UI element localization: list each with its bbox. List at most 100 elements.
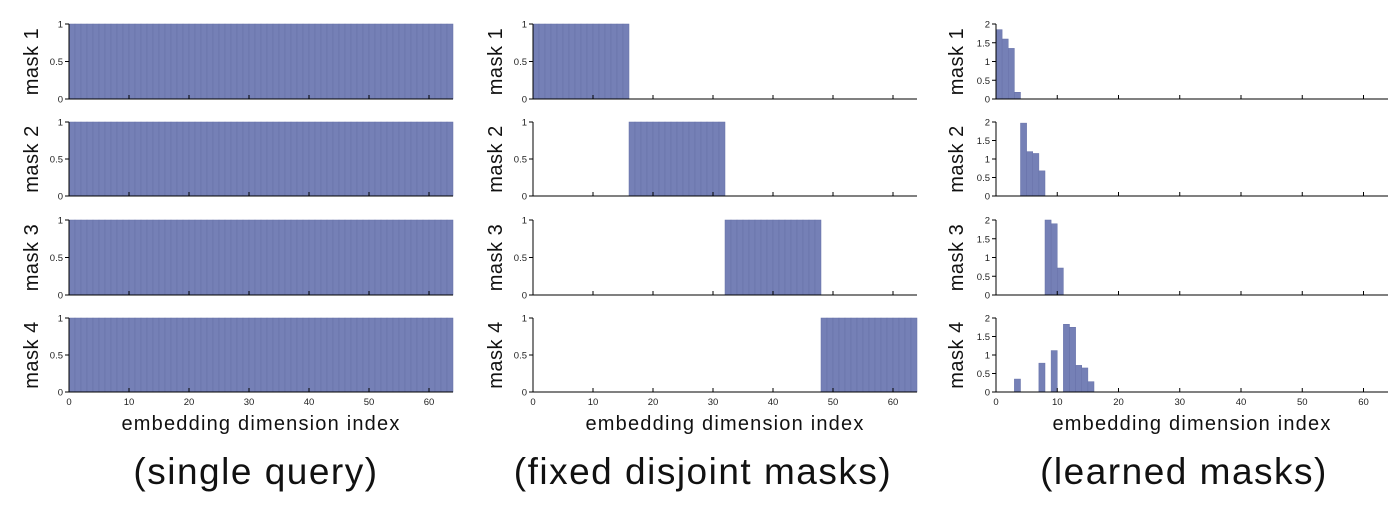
bar xyxy=(1008,48,1015,100)
y-tick-label: 0 xyxy=(58,291,63,302)
bar xyxy=(152,317,160,393)
bar xyxy=(170,219,178,296)
bar xyxy=(892,317,900,393)
y-axis-label: mask 2 xyxy=(21,125,43,192)
x-tick-label: 50 xyxy=(828,397,839,408)
bar xyxy=(248,219,256,296)
bar xyxy=(784,219,792,296)
bar xyxy=(622,23,630,100)
bar xyxy=(440,219,448,296)
x-tick-label: 0 xyxy=(993,397,998,408)
y-tick-label: 0 xyxy=(522,291,527,302)
bar xyxy=(176,317,184,393)
bar xyxy=(320,317,328,393)
bar xyxy=(296,219,304,296)
bar xyxy=(86,23,94,100)
bar xyxy=(326,219,334,296)
bar xyxy=(254,219,262,296)
bar xyxy=(368,23,376,100)
y-tick-label: 1 xyxy=(985,155,990,166)
bar xyxy=(110,23,118,100)
bar xyxy=(422,23,430,100)
bar xyxy=(434,121,442,197)
bar xyxy=(580,23,588,100)
bar xyxy=(730,219,738,296)
bar xyxy=(284,317,292,393)
bar xyxy=(350,121,358,197)
bar xyxy=(158,317,166,393)
bar xyxy=(74,23,82,100)
y-tick-label: 0 xyxy=(58,192,63,203)
y-tick-label: 0 xyxy=(985,291,990,302)
bar xyxy=(610,23,618,100)
bar xyxy=(134,317,142,393)
bar xyxy=(104,317,112,393)
y-tick-label: 1 xyxy=(58,20,63,31)
bar xyxy=(272,317,280,393)
bar xyxy=(110,219,118,296)
bar xyxy=(428,23,436,100)
bar xyxy=(254,317,262,393)
subplot-3-3: 0 0.5 1 1.5 2 mask 3 xyxy=(946,216,1388,302)
bar xyxy=(568,23,576,100)
bar xyxy=(104,23,112,100)
bar xyxy=(362,219,370,296)
bar xyxy=(320,121,328,197)
bar xyxy=(1038,170,1046,197)
bar xyxy=(374,23,382,100)
x-tick-label: 20 xyxy=(1113,397,1124,408)
bar xyxy=(338,219,346,296)
bar xyxy=(380,219,388,296)
bar xyxy=(862,317,870,393)
bar xyxy=(1087,381,1095,393)
bar xyxy=(296,317,304,393)
y-tick-label: 0.5 xyxy=(977,369,990,380)
bar xyxy=(664,121,672,197)
x-tick-label: 30 xyxy=(708,397,719,408)
bar xyxy=(326,23,334,100)
y-tick-label: 1.5 xyxy=(977,136,990,147)
bar xyxy=(338,23,346,100)
bar xyxy=(532,23,540,100)
subplot-1-2: 0 0.5 1 mask 2 xyxy=(21,118,454,203)
y-tick-label: 2 xyxy=(985,216,990,227)
subplot-1-1: 0 0.5 1 mask 1 xyxy=(21,20,454,106)
bar xyxy=(428,121,436,197)
bar xyxy=(410,121,418,197)
bar xyxy=(128,219,136,296)
bar xyxy=(80,219,88,296)
bar xyxy=(314,317,322,393)
bar xyxy=(224,219,232,296)
bar xyxy=(74,219,82,296)
bar xyxy=(86,219,94,296)
bar xyxy=(260,219,268,296)
bar xyxy=(278,23,286,100)
y-tick-label: 1.5 xyxy=(977,38,990,49)
bar xyxy=(550,23,558,100)
bar xyxy=(332,317,340,393)
bar xyxy=(386,23,394,100)
bar xyxy=(68,317,76,393)
bar xyxy=(416,121,424,197)
bar xyxy=(266,317,274,393)
bar xyxy=(434,317,442,393)
bar xyxy=(254,121,262,197)
bar xyxy=(146,219,154,296)
bar xyxy=(104,219,112,296)
bar xyxy=(242,23,250,100)
bar xyxy=(134,219,142,296)
bar xyxy=(910,317,918,393)
bar xyxy=(658,121,666,197)
bar xyxy=(248,121,256,197)
bar xyxy=(434,219,442,296)
bar xyxy=(874,317,882,393)
bar xyxy=(748,219,756,296)
bar xyxy=(200,219,208,296)
y-tick-label: 0.5 xyxy=(50,253,63,264)
bar xyxy=(742,219,750,296)
bar xyxy=(416,23,424,100)
bar xyxy=(628,121,636,197)
subplot-1-4: 0 0.5 1 mask 4 xyxy=(21,314,454,399)
x-tick-label: 30 xyxy=(244,397,255,408)
bar xyxy=(1001,38,1009,100)
